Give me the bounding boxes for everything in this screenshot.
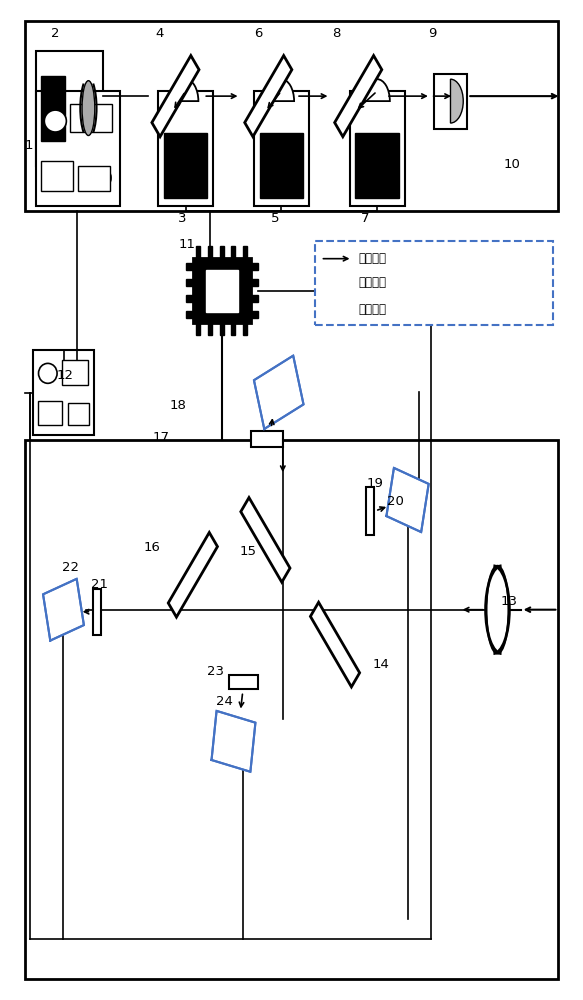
Bar <box>434 74 468 129</box>
Ellipse shape <box>82 81 95 136</box>
Wedge shape <box>451 79 463 123</box>
Bar <box>186 279 193 286</box>
Bar <box>220 246 224 258</box>
Polygon shape <box>152 56 199 137</box>
Bar <box>193 258 251 323</box>
Bar <box>196 246 201 258</box>
Text: 2: 2 <box>51 27 59 40</box>
Bar <box>254 91 309 206</box>
Bar <box>350 91 405 206</box>
Bar <box>355 133 399 198</box>
Bar <box>186 311 193 318</box>
Wedge shape <box>173 79 198 101</box>
Polygon shape <box>241 498 290 582</box>
Polygon shape <box>43 579 84 641</box>
Bar <box>208 323 212 335</box>
Text: 19: 19 <box>367 477 384 490</box>
Bar <box>78 166 110 191</box>
Text: 6: 6 <box>254 27 262 40</box>
Bar <box>251 311 258 318</box>
Text: 18: 18 <box>170 399 187 412</box>
Text: 5: 5 <box>271 212 280 225</box>
Bar <box>24 440 559 979</box>
Bar <box>186 295 193 302</box>
Bar <box>158 91 213 206</box>
Ellipse shape <box>486 566 508 654</box>
Bar <box>24 21 559 211</box>
Bar <box>70 104 111 132</box>
Bar <box>251 295 258 302</box>
Text: 8: 8 <box>332 27 340 40</box>
Bar <box>36 51 103 166</box>
Text: 13: 13 <box>500 595 517 608</box>
Bar <box>243 246 247 258</box>
Text: 22: 22 <box>62 561 79 574</box>
Polygon shape <box>245 56 292 137</box>
Bar <box>196 323 201 335</box>
Text: 1: 1 <box>24 139 33 152</box>
Bar <box>208 246 212 258</box>
FancyBboxPatch shape <box>315 241 553 325</box>
Text: 12: 12 <box>57 369 73 382</box>
Bar <box>68 403 89 425</box>
Bar <box>251 431 283 447</box>
Bar <box>259 133 303 198</box>
Text: 光学路径: 光学路径 <box>358 252 386 265</box>
Wedge shape <box>269 79 294 101</box>
Bar <box>62 360 88 385</box>
Text: 7: 7 <box>361 212 370 225</box>
Text: 3: 3 <box>178 212 187 225</box>
Bar <box>186 263 193 270</box>
Bar <box>38 401 62 425</box>
Bar <box>231 323 235 335</box>
Text: 10: 10 <box>503 158 520 171</box>
Polygon shape <box>310 602 360 687</box>
Bar <box>251 279 258 286</box>
Bar <box>93 589 101 635</box>
Text: 15: 15 <box>239 545 257 558</box>
Text: 9: 9 <box>428 27 436 40</box>
Text: 21: 21 <box>92 578 108 591</box>
Ellipse shape <box>38 363 57 383</box>
Text: 23: 23 <box>208 665 224 678</box>
Polygon shape <box>254 356 304 429</box>
Wedge shape <box>364 79 390 101</box>
Bar <box>206 270 238 312</box>
Text: 24: 24 <box>216 695 233 708</box>
Text: 数据传输: 数据传输 <box>358 303 386 316</box>
Polygon shape <box>212 711 255 772</box>
Ellipse shape <box>95 168 111 188</box>
Polygon shape <box>387 468 429 532</box>
Text: 4: 4 <box>155 27 163 40</box>
Text: 16: 16 <box>143 541 160 554</box>
Polygon shape <box>335 56 382 137</box>
Text: 20: 20 <box>387 495 404 508</box>
Text: 协同控制: 协同控制 <box>358 276 386 289</box>
Polygon shape <box>168 532 217 617</box>
Bar <box>220 323 224 335</box>
Bar <box>41 76 65 141</box>
Bar <box>41 161 73 191</box>
Bar <box>229 675 258 689</box>
Bar <box>243 323 247 335</box>
Bar <box>251 263 258 270</box>
Bar <box>164 133 208 198</box>
Text: 14: 14 <box>373 658 389 671</box>
Text: 11: 11 <box>178 238 195 251</box>
Bar <box>33 350 94 435</box>
Bar <box>366 487 374 535</box>
Bar <box>36 91 120 206</box>
Ellipse shape <box>44 110 66 132</box>
Text: 17: 17 <box>152 431 169 444</box>
Bar <box>231 246 235 258</box>
